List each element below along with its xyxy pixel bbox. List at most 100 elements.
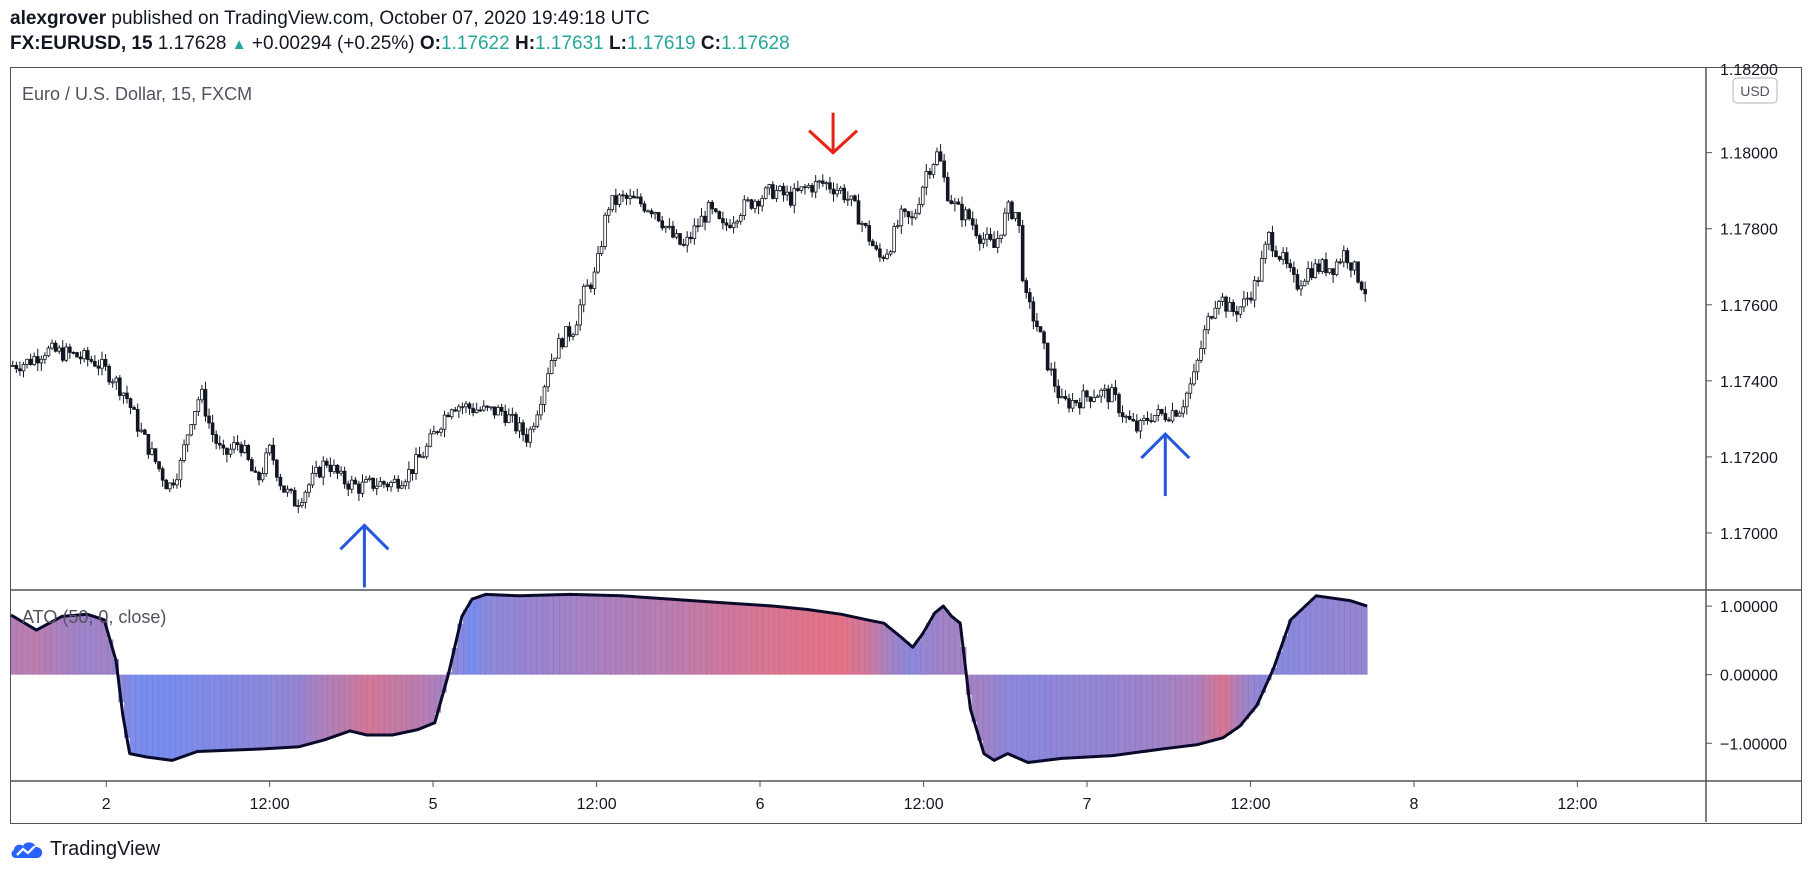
candle[interactable] <box>574 320 579 336</box>
candle[interactable] <box>221 439 226 456</box>
candle[interactable] <box>917 197 921 216</box>
candle[interactable] <box>1249 291 1253 304</box>
candle[interactable] <box>903 208 907 218</box>
candle[interactable] <box>310 465 315 489</box>
candle[interactable] <box>1234 305 1239 322</box>
candle[interactable] <box>1238 306 1243 319</box>
candle[interactable] <box>1003 207 1007 237</box>
candle[interactable] <box>264 447 268 477</box>
candle[interactable] <box>349 475 354 494</box>
candle[interactable] <box>1359 280 1364 291</box>
candle[interactable] <box>606 206 611 223</box>
candle[interactable] <box>771 181 775 200</box>
candle[interactable] <box>553 357 557 367</box>
candle[interactable] <box>150 441 154 456</box>
candle[interactable] <box>260 467 265 483</box>
candle[interactable] <box>664 225 668 233</box>
candle[interactable] <box>489 406 493 411</box>
candle[interactable] <box>742 195 747 220</box>
candle[interactable] <box>78 351 83 365</box>
candle[interactable] <box>342 466 347 489</box>
candle[interactable] <box>371 477 375 492</box>
candle[interactable] <box>271 437 276 465</box>
candle[interactable] <box>482 400 486 412</box>
candle[interactable] <box>10 360 15 367</box>
candle[interactable] <box>963 206 968 227</box>
candle[interactable] <box>788 186 793 208</box>
candle[interactable] <box>1217 299 1221 315</box>
candle[interactable] <box>1092 389 1096 403</box>
candle[interactable] <box>471 403 475 417</box>
candle[interactable] <box>374 477 379 496</box>
candle[interactable] <box>1309 261 1314 281</box>
candle[interactable] <box>863 222 868 229</box>
candle[interactable] <box>599 240 604 256</box>
candle[interactable] <box>910 210 914 226</box>
candle[interactable] <box>895 219 900 229</box>
candle[interactable] <box>1231 299 1235 317</box>
candle[interactable] <box>885 248 889 260</box>
candle[interactable] <box>949 194 954 205</box>
candle[interactable] <box>485 405 490 412</box>
candle[interactable] <box>300 497 304 508</box>
candle[interactable] <box>692 218 697 245</box>
candle[interactable] <box>564 326 568 348</box>
candle[interactable] <box>1313 258 1318 279</box>
candle[interactable] <box>85 346 90 367</box>
candle[interactable] <box>1317 259 1321 275</box>
candle[interactable] <box>314 460 318 477</box>
candle[interactable] <box>1017 212 1021 233</box>
candle[interactable] <box>157 461 161 472</box>
candle[interactable] <box>985 227 989 247</box>
candle[interactable] <box>225 447 229 463</box>
candle[interactable] <box>242 439 247 454</box>
candle[interactable] <box>317 465 322 479</box>
candle[interactable] <box>849 195 854 207</box>
candle[interactable] <box>68 343 72 359</box>
candle[interactable] <box>567 321 572 342</box>
candle[interactable] <box>360 474 365 498</box>
candle[interactable] <box>1145 411 1150 425</box>
candle[interactable] <box>721 211 725 230</box>
candle[interactable] <box>1177 410 1182 417</box>
candle[interactable] <box>496 404 500 416</box>
candle[interactable] <box>646 209 650 213</box>
candle[interactable] <box>920 185 925 208</box>
candle[interactable] <box>125 385 129 404</box>
candle[interactable] <box>135 403 140 438</box>
candle[interactable] <box>899 205 904 234</box>
candle[interactable] <box>1027 288 1032 309</box>
candle[interactable] <box>1160 408 1164 416</box>
candle[interactable] <box>824 181 829 191</box>
candle[interactable] <box>549 353 554 375</box>
candle[interactable] <box>396 475 400 493</box>
candle[interactable] <box>603 212 607 250</box>
candle[interactable] <box>1331 268 1335 283</box>
candle[interactable] <box>64 343 69 363</box>
candle[interactable] <box>39 355 44 371</box>
candle[interactable] <box>339 466 343 477</box>
candle[interactable] <box>678 233 682 246</box>
candle[interactable] <box>521 419 525 442</box>
candle[interactable] <box>103 354 108 372</box>
candle[interactable] <box>1320 258 1325 274</box>
candle[interactable] <box>1045 342 1050 372</box>
candle[interactable] <box>1131 412 1136 423</box>
candle[interactable] <box>1135 414 1139 434</box>
candle[interactable] <box>717 210 722 220</box>
candle[interactable] <box>424 443 429 460</box>
candle[interactable] <box>596 246 600 274</box>
candle[interactable] <box>614 188 618 213</box>
candle[interactable] <box>660 215 665 231</box>
candle[interactable] <box>60 340 65 363</box>
candle[interactable] <box>1095 394 1100 398</box>
candle[interactable] <box>160 466 165 487</box>
candle[interactable] <box>581 283 586 313</box>
candle[interactable] <box>285 485 290 497</box>
candle[interactable] <box>1338 258 1343 265</box>
candle[interactable] <box>1063 390 1068 401</box>
candle[interactable] <box>1042 329 1046 350</box>
candle[interactable] <box>531 422 536 433</box>
candle[interactable] <box>974 218 979 239</box>
candle[interactable] <box>442 410 447 438</box>
